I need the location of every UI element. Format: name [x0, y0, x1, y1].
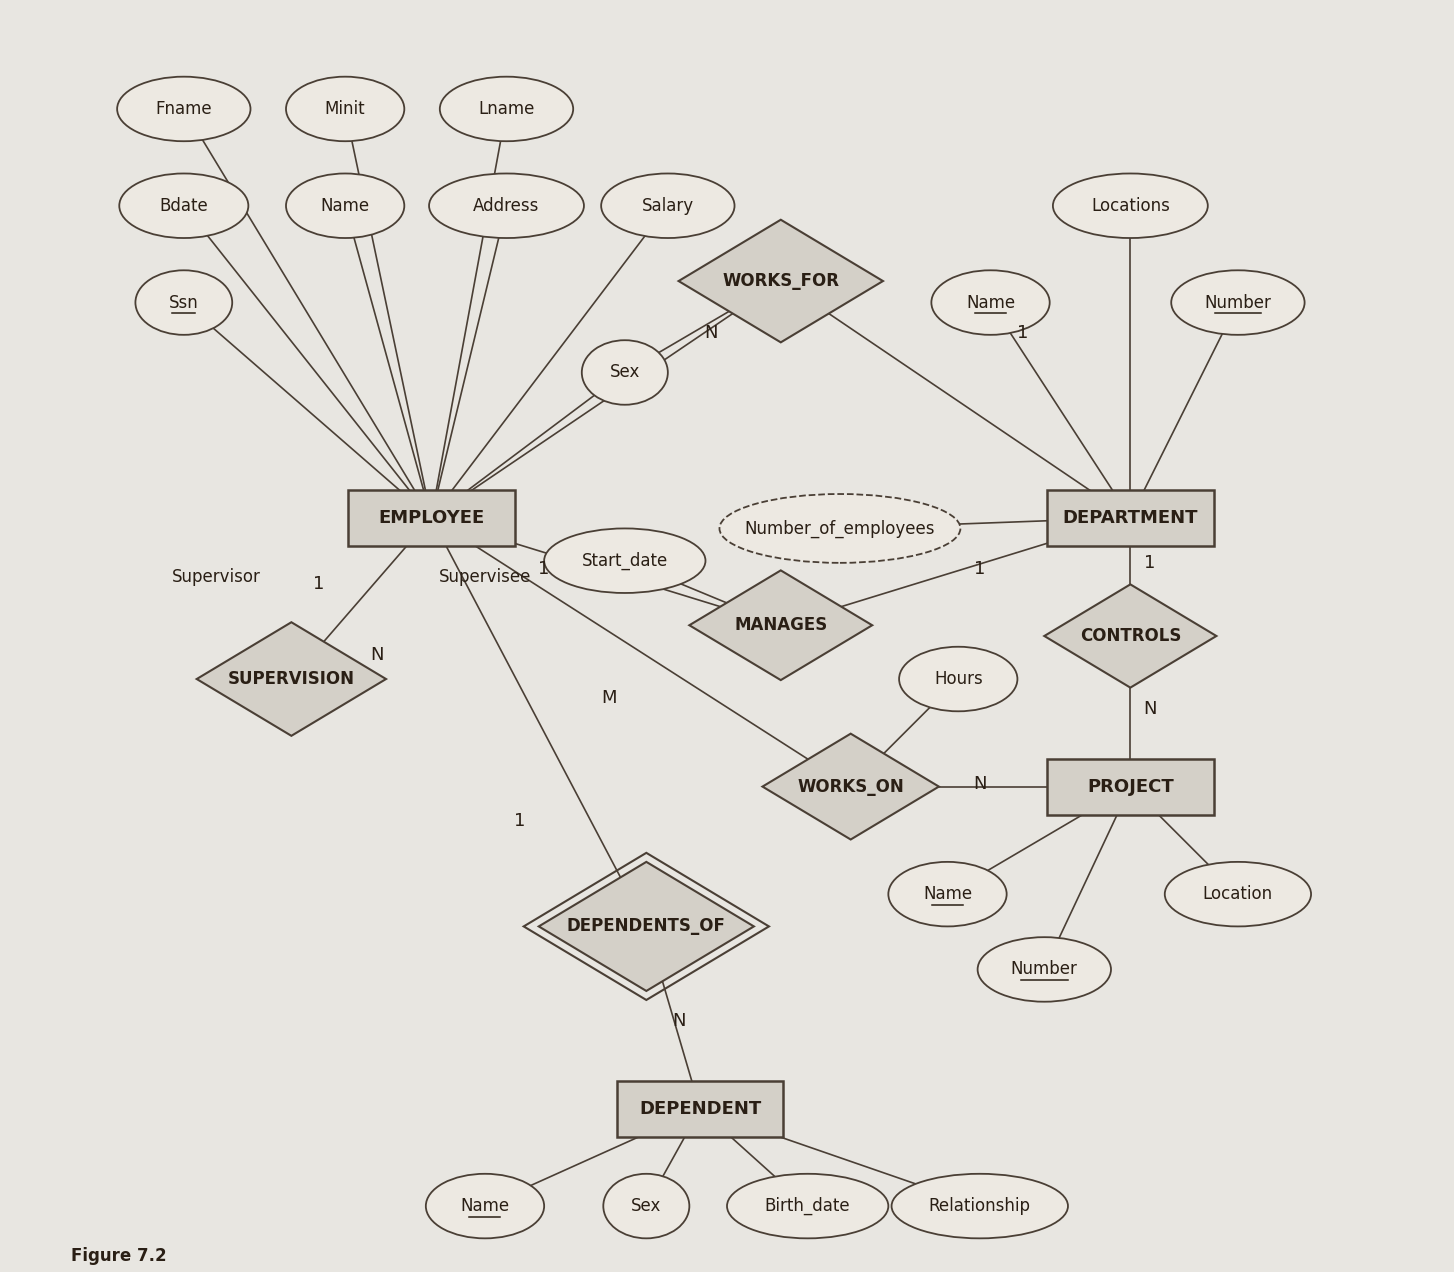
- Ellipse shape: [582, 340, 667, 404]
- Polygon shape: [539, 862, 753, 991]
- Text: Salary: Salary: [641, 197, 694, 215]
- Ellipse shape: [603, 1174, 689, 1239]
- Ellipse shape: [286, 76, 404, 141]
- Polygon shape: [196, 622, 385, 735]
- Ellipse shape: [727, 1174, 888, 1239]
- Text: WORKS_FOR: WORKS_FOR: [723, 272, 839, 290]
- Text: Address: Address: [474, 197, 539, 215]
- Ellipse shape: [888, 862, 1006, 926]
- Text: Hours: Hours: [933, 670, 983, 688]
- Text: Name: Name: [461, 1197, 509, 1215]
- Ellipse shape: [977, 937, 1111, 1002]
- Text: 1: 1: [513, 812, 525, 831]
- Text: Supervisor: Supervisor: [172, 567, 260, 586]
- Text: CONTROLS: CONTROLS: [1080, 627, 1181, 645]
- Text: Number: Number: [1204, 294, 1271, 312]
- Text: N: N: [973, 776, 986, 794]
- Text: 1: 1: [538, 560, 550, 579]
- Text: 1: 1: [313, 575, 324, 593]
- Text: Supervisee: Supervisee: [439, 567, 531, 586]
- Ellipse shape: [899, 646, 1018, 711]
- FancyBboxPatch shape: [616, 1081, 784, 1137]
- FancyBboxPatch shape: [348, 490, 515, 546]
- Ellipse shape: [932, 270, 1050, 335]
- Polygon shape: [1044, 584, 1217, 688]
- Text: DEPENDENT: DEPENDENT: [638, 1100, 762, 1118]
- Text: Figure 7.2: Figure 7.2: [71, 1248, 167, 1266]
- Ellipse shape: [118, 76, 250, 141]
- Polygon shape: [762, 734, 939, 840]
- Text: M: M: [601, 689, 616, 707]
- Text: 1: 1: [1144, 553, 1156, 572]
- Text: Name: Name: [320, 197, 369, 215]
- Ellipse shape: [544, 528, 705, 593]
- Ellipse shape: [119, 173, 249, 238]
- Text: MANAGES: MANAGES: [734, 616, 827, 635]
- Text: Bdate: Bdate: [160, 197, 208, 215]
- Text: Birth_date: Birth_date: [765, 1197, 851, 1215]
- Polygon shape: [679, 220, 883, 342]
- Text: 1: 1: [1018, 323, 1028, 342]
- Text: Sex: Sex: [631, 1197, 662, 1215]
- Ellipse shape: [1053, 173, 1208, 238]
- Text: 1: 1: [974, 560, 986, 579]
- Text: Name: Name: [965, 294, 1015, 312]
- Text: WORKS_ON: WORKS_ON: [797, 777, 904, 795]
- Text: N: N: [371, 646, 384, 664]
- FancyBboxPatch shape: [1047, 758, 1214, 814]
- Text: N: N: [672, 1013, 685, 1030]
- Ellipse shape: [601, 173, 734, 238]
- Text: SUPERVISION: SUPERVISION: [228, 670, 355, 688]
- Text: DEPENDENTS_OF: DEPENDENTS_OF: [567, 917, 726, 935]
- Text: Number: Number: [1011, 960, 1077, 978]
- Text: Start_date: Start_date: [582, 552, 667, 570]
- Text: Sex: Sex: [609, 364, 640, 382]
- Text: PROJECT: PROJECT: [1088, 777, 1173, 795]
- Ellipse shape: [720, 494, 961, 562]
- Ellipse shape: [1165, 862, 1312, 926]
- FancyBboxPatch shape: [1047, 490, 1214, 546]
- Text: Locations: Locations: [1090, 197, 1170, 215]
- Ellipse shape: [439, 76, 573, 141]
- Text: Number_of_employees: Number_of_employees: [744, 519, 935, 538]
- Ellipse shape: [429, 173, 585, 238]
- Ellipse shape: [135, 270, 233, 335]
- Polygon shape: [689, 570, 872, 681]
- Ellipse shape: [891, 1174, 1069, 1239]
- Text: Relationship: Relationship: [929, 1197, 1031, 1215]
- Text: N: N: [1143, 700, 1156, 719]
- Text: Location: Location: [1202, 885, 1274, 903]
- Text: Fname: Fname: [156, 100, 212, 118]
- Text: EMPLOYEE: EMPLOYEE: [378, 509, 484, 527]
- Text: Lname: Lname: [478, 100, 535, 118]
- Ellipse shape: [1172, 270, 1304, 335]
- Ellipse shape: [286, 173, 404, 238]
- Text: Minit: Minit: [324, 100, 365, 118]
- Text: Ssn: Ssn: [169, 294, 199, 312]
- Ellipse shape: [426, 1174, 544, 1239]
- Text: N: N: [704, 323, 718, 342]
- Text: Name: Name: [923, 885, 973, 903]
- Text: DEPARTMENT: DEPARTMENT: [1063, 509, 1198, 527]
